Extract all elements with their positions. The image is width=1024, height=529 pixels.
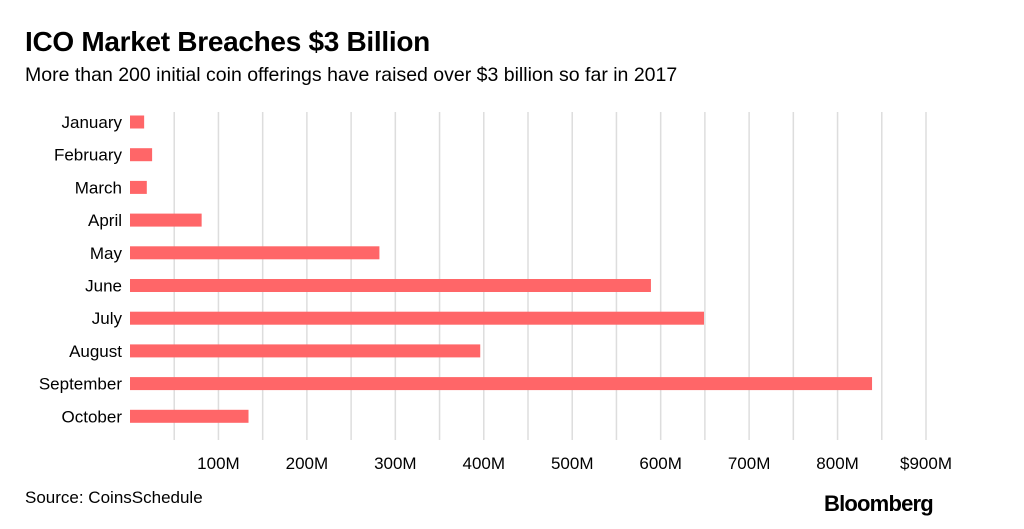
x-tick-label: 800M bbox=[816, 454, 859, 473]
gridlines bbox=[173, 112, 927, 440]
bar-may bbox=[130, 246, 380, 260]
bar-september bbox=[130, 377, 873, 391]
category-label: June bbox=[85, 277, 122, 296]
x-tick-labels: 100M 200M 300M 400M 500M 600M 700M 800M $900M bbox=[197, 454, 952, 473]
category-label: May bbox=[90, 244, 123, 263]
chart-title: ICO Market Breaches $3 Billion bbox=[25, 26, 430, 57]
bloomberg-logo: Bloomberg bbox=[824, 491, 934, 516]
x-tick-label: 700M bbox=[728, 454, 771, 473]
source-note: Source: CoinsSchedule bbox=[25, 488, 203, 507]
bar-june bbox=[130, 279, 651, 292]
bar-february bbox=[130, 148, 153, 162]
bar-march bbox=[130, 180, 147, 194]
bar-january bbox=[130, 115, 145, 129]
category-label: March bbox=[75, 178, 122, 197]
bar-july bbox=[130, 311, 705, 325]
category-label: August bbox=[69, 342, 122, 361]
category-label: July bbox=[92, 309, 123, 328]
bar-august bbox=[130, 344, 481, 358]
bar-october bbox=[130, 409, 249, 423]
category-label: April bbox=[88, 211, 122, 230]
x-tick-label: 300M bbox=[374, 454, 417, 473]
category-label: February bbox=[54, 146, 123, 165]
x-tick-label: 200M bbox=[286, 454, 329, 473]
bar-april bbox=[130, 213, 202, 227]
category-label: September bbox=[39, 375, 122, 394]
chart-subtitle: More than 200 initial coin offerings hav… bbox=[25, 64, 678, 86]
x-tick-label: 400M bbox=[463, 454, 506, 473]
x-tick-label: 500M bbox=[551, 454, 594, 473]
x-tick-label: $900M bbox=[900, 454, 952, 473]
bars bbox=[130, 115, 873, 423]
category-label: October bbox=[62, 407, 123, 426]
x-tick-label: 100M bbox=[197, 454, 240, 473]
x-tick-label: 600M bbox=[639, 454, 682, 473]
category-labels: January February March April May June July Augu… bbox=[39, 113, 123, 426]
category-label: January bbox=[62, 113, 123, 132]
